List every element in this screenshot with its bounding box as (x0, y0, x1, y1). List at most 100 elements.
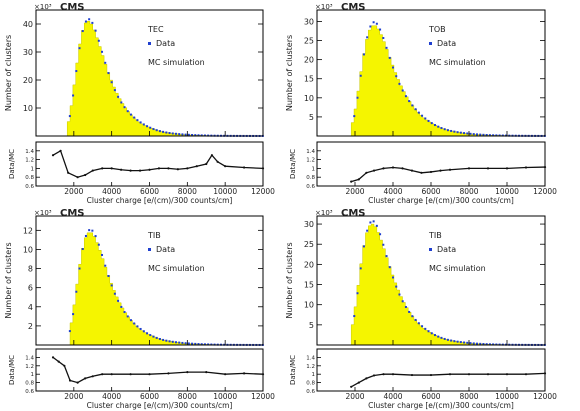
legend-data-marker (148, 42, 151, 45)
data-point (123, 106, 126, 109)
data-point (417, 111, 420, 114)
data-point (101, 50, 104, 53)
data-point (492, 134, 495, 137)
ratio-y-tick-label: 0.6 (306, 389, 315, 395)
data-point (194, 134, 197, 137)
legend-data-marker (429, 248, 432, 251)
ratio-point (439, 169, 442, 172)
x-tick-label: 2000 (64, 187, 83, 196)
data-point (168, 340, 171, 343)
data-point (113, 89, 116, 92)
data-point (472, 342, 475, 345)
data-point (133, 116, 136, 119)
data-point (456, 340, 459, 343)
ratio-y-tick-label: 1.4 (25, 149, 34, 155)
data-point (430, 332, 433, 335)
data-point (101, 253, 104, 256)
data-point (446, 129, 449, 132)
ratio-point (224, 373, 227, 376)
ratio-point (420, 171, 423, 174)
x-tick-label: 8000 (459, 392, 478, 401)
ratio-point (110, 167, 113, 170)
y-tick-label: 8 (28, 265, 33, 274)
data-point (84, 234, 87, 237)
x-axis-title: Cluster charge [e/(cm)/300 counts/cm] (87, 196, 233, 205)
ratio-point (51, 356, 55, 359)
data-point (456, 131, 459, 134)
ratio-point (365, 377, 368, 380)
ratio-point (120, 168, 123, 171)
ratio-frame (35, 348, 264, 392)
data-point (149, 126, 152, 129)
ratio-point (205, 371, 208, 374)
data-point (359, 74, 362, 77)
y-tick-label: 30 (304, 17, 314, 26)
data-point (488, 134, 491, 137)
data-point (453, 130, 456, 133)
y-tick-label: 30 (23, 48, 33, 57)
data-point (492, 343, 495, 346)
ratio-point (382, 167, 385, 170)
x-tick-label: 8000 (178, 392, 197, 401)
data-point (362, 53, 365, 56)
x-tick-label: 12000 (251, 187, 275, 196)
data-point (84, 20, 87, 23)
data-point (117, 95, 120, 98)
data-point (356, 292, 359, 295)
ratio-point (543, 372, 547, 375)
y-tick-label: 30 (304, 220, 314, 229)
data-point (203, 134, 206, 137)
data-point (158, 130, 161, 133)
ratio-point (391, 166, 395, 169)
ratio-point (101, 373, 104, 376)
data-point (443, 128, 446, 131)
region-label: TIB (428, 231, 442, 240)
data-point (91, 229, 94, 232)
data-point (450, 129, 453, 132)
data-point (414, 318, 417, 321)
panel-4: 5 10 15 20 25 30×10³ CMS TIB Data MC simulation Nu… (285, 208, 557, 410)
y-tick-label: 5 (309, 113, 314, 122)
data-point (472, 133, 475, 136)
ratio-point (101, 167, 104, 170)
mc-histogram (317, 223, 546, 346)
ratio-y-axis-title: Data/MC (8, 355, 16, 385)
data-point (194, 342, 197, 345)
ratio-y-axis-title: Data/MC (8, 149, 16, 179)
data-point (97, 39, 100, 42)
data-point (443, 337, 446, 340)
ratio-y-tick-label: 1 (312, 166, 316, 172)
ratio-point (138, 169, 142, 172)
y-tick-label: 12 (23, 226, 33, 235)
data-point (117, 299, 120, 302)
data-point (353, 315, 356, 318)
data-point (120, 101, 123, 104)
data-point (174, 132, 177, 135)
data-point (78, 267, 81, 270)
ratio-y-tick-label: 1 (31, 372, 35, 378)
data-point (372, 220, 375, 223)
ratio-y-tick-label: 0.8 (306, 381, 315, 387)
ratio-point (429, 170, 433, 174)
panel-1: 10 20 30 40 ×10³ CMS TEC Data MC simulation Numbe… (4, 2, 275, 205)
data-point (427, 330, 430, 333)
data-point (81, 30, 84, 33)
data-point (133, 322, 136, 325)
ratio-point (110, 373, 113, 376)
ratio-point (186, 167, 189, 170)
data-point (181, 133, 184, 136)
data-point (469, 342, 472, 345)
ratio-point (261, 373, 265, 376)
ratio-frame (316, 141, 546, 187)
data-point (382, 243, 385, 246)
x-tick-label: 6000 (140, 187, 159, 196)
data-point (155, 129, 158, 132)
ratio-y-tick-label: 0.6 (306, 184, 315, 190)
ratio-point (216, 160, 219, 163)
data-point (392, 276, 394, 279)
ratio-y-tick-label: 0.8 (25, 381, 34, 387)
data-point (88, 18, 91, 21)
data-point (401, 300, 404, 303)
y-tick-label: 20 (304, 56, 314, 65)
data-point (433, 124, 436, 127)
